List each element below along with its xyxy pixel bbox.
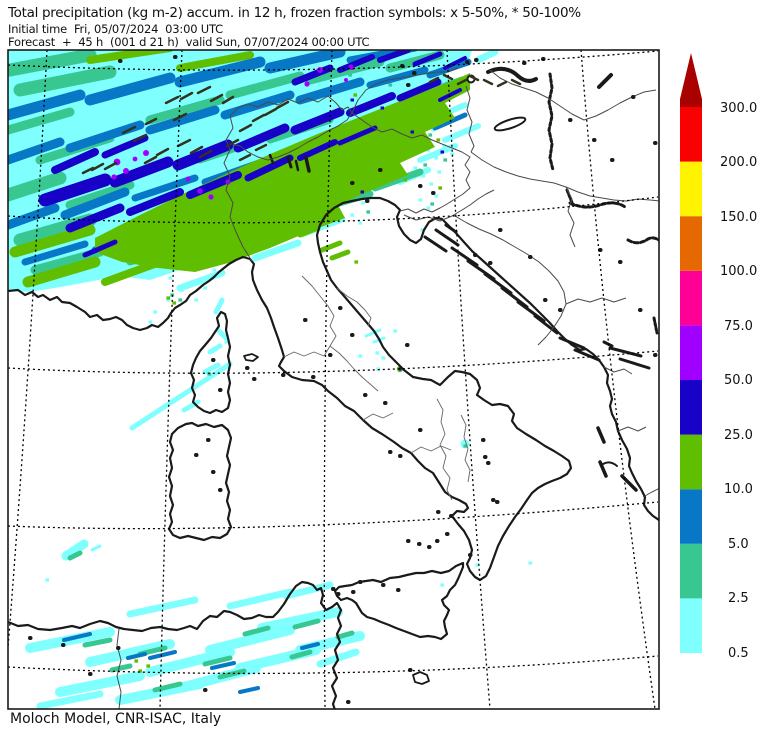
colorbar-label: 0.5 — [728, 646, 749, 661]
map-dots — [28, 55, 658, 704]
map-area — [8, 50, 659, 709]
colorbar-label: 150.0 — [720, 210, 757, 225]
coast-sicily — [333, 561, 465, 641]
colorbar-label: 300.0 — [720, 101, 757, 116]
colorbar-label: 10.0 — [724, 482, 753, 497]
colorbar-label: 200.0 — [720, 155, 757, 170]
model-credit: Moloch Model, CNR-ISAC, Italy — [10, 711, 222, 727]
country-borders — [116, 67, 659, 709]
colorbar-overflow-arrow — [680, 53, 702, 107]
colorbar: 300.0 200.0 150.0 100.0 75.0 50.0 25.0 1… — [680, 53, 757, 661]
colorbar-label: 50.0 — [724, 373, 753, 388]
colorbar-label: 75.0 — [724, 319, 753, 334]
colorbar-label: 2.5 — [728, 591, 749, 606]
colorbar-label: 5.0 — [728, 537, 749, 552]
coast-corsica — [189, 310, 232, 415]
frozen-fraction-symbols — [81, 73, 522, 175]
colorbar-label: 25.0 — [724, 428, 753, 443]
coast-malta — [412, 671, 430, 685]
colorbar-segments — [680, 53, 702, 653]
precip-navy-layer — [38, 50, 467, 371]
coastlines — [8, 196, 659, 709]
forecast-line: Forecast + 45 h (001 d 21 h) valid Sun, … — [8, 35, 370, 49]
graticule — [8, 50, 659, 709]
coast-mainland-italy-balkans — [8, 196, 659, 582]
colorbar-labels: 300.0 200.0 150.0 100.0 75.0 50.0 25.0 1… — [720, 101, 757, 661]
lake-balaton — [493, 116, 527, 132]
page-title: Total precipitation (kg m-2) accum. in 1… — [8, 5, 581, 21]
coast-sardinia — [167, 421, 233, 542]
colorbar-label: 100.0 — [720, 264, 757, 279]
coast-elba — [243, 353, 259, 362]
initial-time-line: Initial time Fri, 05/07/2024 03:00 UTC — [8, 22, 223, 36]
map-frame — [7, 49, 660, 710]
coast-north-africa — [8, 580, 343, 709]
regional-borders-italy — [283, 275, 471, 501]
alpine-lakes — [304, 156, 311, 173]
